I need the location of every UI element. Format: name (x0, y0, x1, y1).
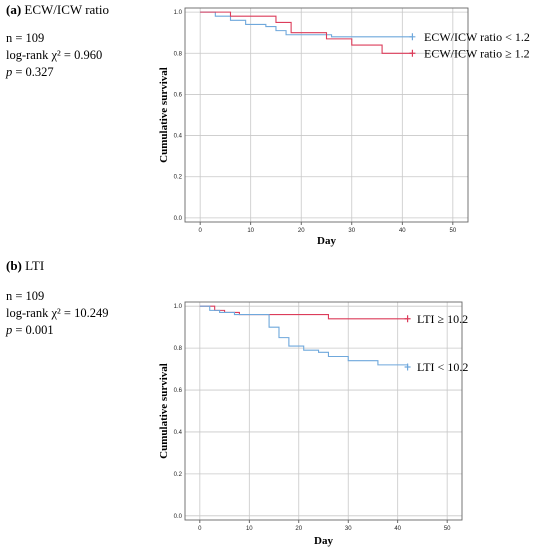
chart-b-y-tick-label: 0.0 (174, 514, 183, 520)
panel-b-letter: (b) (6, 258, 22, 273)
chart-b-series-2-censor-mark (404, 363, 411, 371)
chart-a-y-tick-label: 0.8 (174, 51, 183, 57)
chart-a-x-tick-label: 40 (399, 228, 406, 234)
panel-b-label: (b) LTI (6, 258, 44, 274)
chart-a-x-tick-label: 30 (348, 228, 355, 234)
chart-a-series-2-censor-mark (409, 49, 416, 57)
chart-a-y-tick-label: 0.2 (174, 175, 183, 181)
chart-a-y-tick-label: 0.6 (174, 92, 183, 98)
chart-a-y-axis-title: Cumulative survival (158, 67, 170, 163)
chart-a-plot-frame (184, 7, 469, 223)
chart-a-x-tick-label: 10 (247, 228, 254, 234)
chart-a-series-1-line (200, 11, 413, 38)
chart-b-series-1-label: LTI ≥ 10.2 (417, 312, 468, 326)
chart-a-series-1-label: ECW/ICW ratio < 1.2 (424, 30, 530, 44)
chart-b-x-axis-title: Day (314, 535, 333, 547)
chart-b-y-tick-label: 0.6 (174, 388, 183, 394)
panel-b-p-symbol: p (6, 323, 13, 337)
chart-b-x-tick-label: 30 (345, 526, 352, 532)
chart-a-x-axis-title: Day (317, 235, 336, 247)
panel-a-logrank: log-rank χ² = 0.960 (6, 48, 103, 62)
chart-a-x-tick-label: 0 (198, 228, 202, 234)
panel-a-p-value: = 0.327 (15, 65, 54, 79)
panel-b-n: n = 109 (6, 289, 45, 303)
panel-a-p: p = 0.327 (6, 64, 102, 81)
chart-a-x-tick-label: 20 (298, 228, 305, 234)
panel-b-logrank: log-rank χ² = 10.249 (6, 306, 109, 320)
panel-b-p-value: = 0.001 (15, 323, 54, 337)
chart-b-y-tick-label: 0.2 (174, 472, 183, 478)
panel-b-p: p = 0.001 (6, 322, 108, 339)
chart-a-x-tick-label: 50 (449, 228, 456, 234)
chart-b-x-tick-label: 10 (246, 526, 253, 532)
chart-b-x-tick-label: 0 (198, 526, 202, 532)
chart-b-x-tick-label: 50 (444, 526, 451, 532)
chart-a-series-2-line (200, 11, 413, 54)
chart-b-series-2-label: LTI < 10.2 (417, 360, 468, 374)
panel-a-p-symbol: p (6, 65, 13, 79)
chart-a-y-tick-label: 0.4 (174, 134, 183, 140)
panel-a-n: n = 109 (6, 31, 45, 45)
panel-b-title: LTI (25, 258, 45, 273)
panel-a-letter: (a) (6, 2, 22, 17)
panel-a-label: (a) ECW/ICW ratio (6, 2, 109, 18)
chart-b-plot-frame (184, 301, 463, 521)
chart-b-x-tick-label: 20 (295, 526, 302, 532)
chart-a-series-2-label: ECW/ICW ratio ≥ 1.2 (424, 46, 530, 60)
chart-a-series-1-censor-mark (409, 33, 416, 41)
panel-a-title: ECW/ICW ratio (24, 2, 110, 17)
chart-b-y-tick-label: 1.0 (174, 304, 183, 310)
chart-a-y-tick-label: 1.0 (174, 10, 183, 16)
panel-b-stats: n = 109 log-rank χ² = 10.249 p = 0.001 (6, 288, 108, 339)
chart-b-x-tick-label: 40 (394, 526, 401, 532)
panel-a-stats: n = 109 log-rank χ² = 0.960 p = 0.327 (6, 30, 102, 81)
chart-b-y-axis-title: Cumulative survival (158, 363, 170, 459)
chart-b-y-tick-label: 0.4 (174, 430, 183, 436)
chart-b-series-2-line (199, 305, 409, 367)
chart-a-y-tick-label: 0.0 (174, 216, 183, 222)
chart-b-y-tick-label: 0.8 (174, 346, 183, 352)
chart-b-series-1-censor-mark (404, 315, 411, 323)
